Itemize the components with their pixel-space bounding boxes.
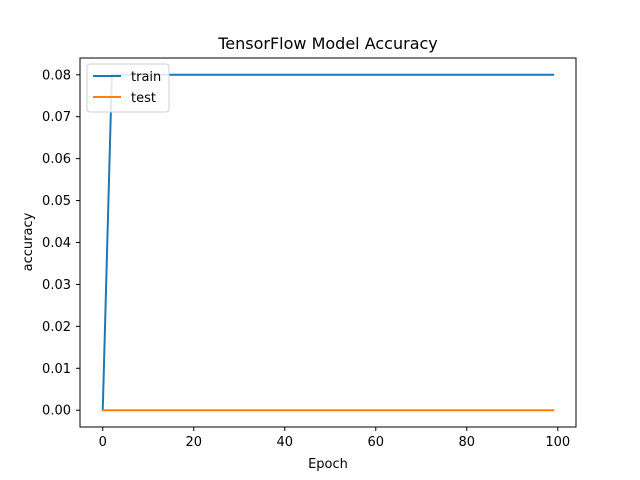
series-layer [101,73,555,412]
y-tick-label: 0.05 [42,194,71,209]
y-tick-label: 0.07 [42,110,71,125]
x-tick-label: 40 [276,435,293,450]
x-tick-label: 60 [368,435,385,450]
x-axis-label: Epoch [308,457,348,472]
x-axis-ticks: 0 20 40 60 80 100 [99,427,570,450]
y-tick-label: 0.04 [42,236,71,251]
legend-train-label: train [131,70,161,85]
y-axis-ticks: 0.00 0.01 0.02 0.03 0.04 0.05 0.06 0.07 0.08 [42,68,80,419]
y-tick-label: 0.08 [42,68,71,83]
chart-title: TensorFlow Model Accuracy [217,34,438,53]
legend-test-label: test [131,91,156,106]
x-tick-label: 80 [459,435,476,450]
y-tick-label: 0.06 [42,152,71,167]
y-tick-label: 0.01 [42,362,71,377]
y-axis-label: accuracy [21,212,36,271]
x-tick-label: 20 [185,435,202,450]
x-tick-label: 100 [545,435,570,450]
x-tick-label: 0 [99,435,107,450]
series-line-train [101,73,555,412]
y-tick-label: 0.00 [42,404,71,419]
y-tick-label: 0.03 [42,278,71,293]
y-tick-label: 0.02 [42,320,71,335]
chart-legend: train test [86,63,170,113]
